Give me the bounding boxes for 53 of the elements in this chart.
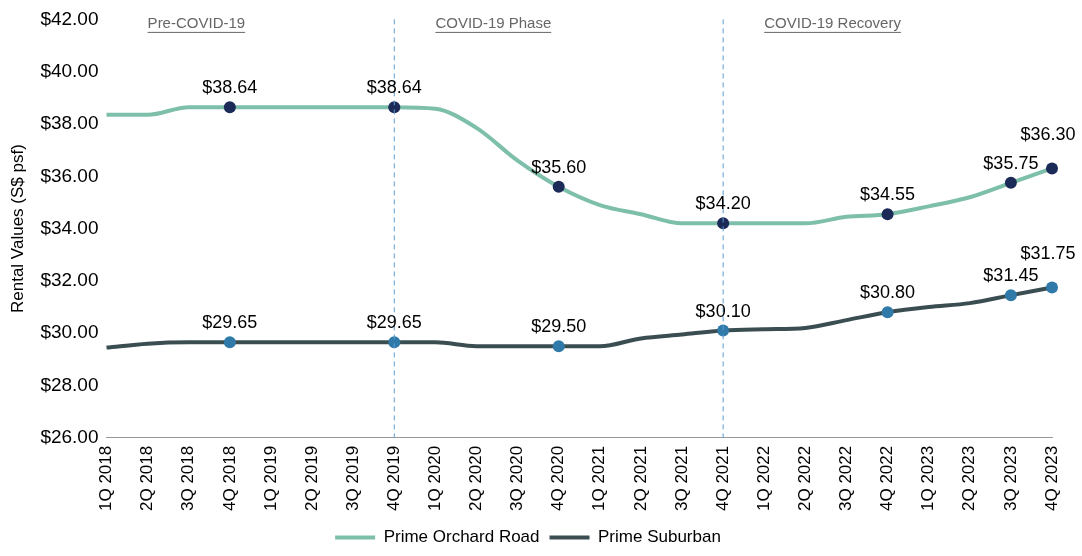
y-tick-label: $34.00 xyxy=(40,216,99,238)
data-label: $36.30 xyxy=(1020,124,1076,145)
x-tick-label: 4Q 2021 xyxy=(712,445,732,512)
x-tick-label: 1Q 2019 xyxy=(260,445,280,512)
x-tick-label: 1Q 2018 xyxy=(96,445,116,512)
y-tick-label: $32.00 xyxy=(40,269,99,291)
x-tick-label: 1Q 2021 xyxy=(589,445,609,512)
y-tick-label: $42.00 xyxy=(40,7,99,29)
x-tick-label: 2Q 2019 xyxy=(301,445,321,512)
x-tick-label: 3Q 2022 xyxy=(836,445,856,512)
x-tick-label: 4Q 2022 xyxy=(877,445,897,512)
x-tick-label: 1Q 2020 xyxy=(425,445,445,512)
x-tick-label: 4Q 2020 xyxy=(548,445,568,512)
data-label: $31.75 xyxy=(1020,243,1076,264)
x-tick-label: 3Q 2019 xyxy=(342,445,362,512)
data-label: $35.75 xyxy=(983,152,1039,173)
x-tick-label: 1Q 2023 xyxy=(918,445,938,512)
x-tick-label: 3Q 2021 xyxy=(671,445,691,512)
data-label: $35.60 xyxy=(531,156,587,177)
x-tick-label: 4Q 2018 xyxy=(219,445,239,512)
y-tick-label: $36.00 xyxy=(40,164,99,186)
x-tick-label: 4Q 2023 xyxy=(1041,445,1061,512)
x-tick-label: 3Q 2018 xyxy=(178,445,198,512)
legend-label: Prime Suburban xyxy=(598,527,721,547)
annotation: COVID-19 Recovery xyxy=(764,13,902,31)
legend-label: Prime Orchard Road xyxy=(383,527,540,547)
data-label: $29.65 xyxy=(366,312,422,333)
x-tick-label: 2Q 2020 xyxy=(466,445,486,512)
x-tick-label: 3Q 2023 xyxy=(1000,445,1020,512)
annotation: Pre-COVID-19 xyxy=(147,13,246,31)
x-tick-label: 1Q 2022 xyxy=(753,445,773,512)
y-tick-label: $26.00 xyxy=(40,426,99,448)
y-tick-label: $40.00 xyxy=(40,59,99,81)
x-tick-label: 2Q 2022 xyxy=(795,445,815,512)
data-label: $34.55 xyxy=(860,184,916,205)
data-label: $30.80 xyxy=(860,282,916,303)
data-label: $30.10 xyxy=(695,300,751,321)
y-tick-label: $30.00 xyxy=(40,321,99,343)
data-label: $31.45 xyxy=(983,265,1039,286)
y-tick-label: $38.00 xyxy=(40,112,99,134)
data-label: $29.50 xyxy=(531,316,587,337)
y-axis-title: Rental Values (S$ psf) xyxy=(7,144,27,313)
x-tick-label: 2Q 2018 xyxy=(137,445,157,512)
x-tick-label: 4Q 2019 xyxy=(383,445,403,512)
data-label: $38.64 xyxy=(202,77,258,98)
x-tick-label: 2Q 2021 xyxy=(630,445,650,512)
data-label: $38.64 xyxy=(366,77,422,98)
x-tick-label: 2Q 2023 xyxy=(959,445,979,512)
x-tick-label: 3Q 2020 xyxy=(507,445,527,512)
data-label: $29.65 xyxy=(202,312,258,333)
y-tick-label: $28.00 xyxy=(40,373,99,395)
data-label: $34.20 xyxy=(695,193,751,214)
annotation: COVID-19 Phase xyxy=(435,13,552,31)
